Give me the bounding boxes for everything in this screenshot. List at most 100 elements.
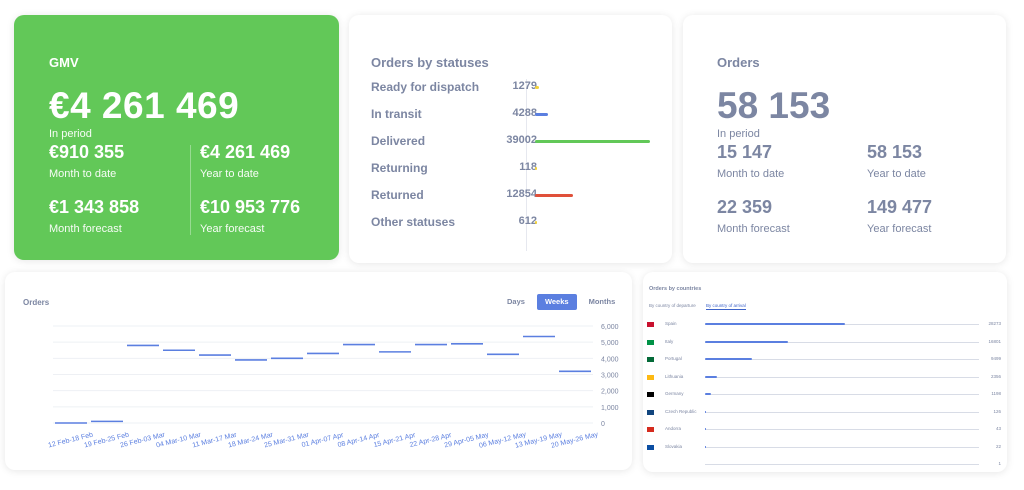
status-count: 612 (518, 215, 537, 227)
country-row: Andorra 43 (647, 424, 1001, 438)
country-row: Germany 1198 (647, 389, 1001, 403)
country-name: Andorra (665, 426, 682, 431)
status-bar (535, 113, 548, 116)
orders-month-forecast: 22 359 (717, 197, 773, 217)
gmv-year-forecast-label: Year forecast (200, 223, 265, 235)
orders-title: Orders (717, 55, 760, 70)
country-track (705, 411, 979, 413)
gmv-month-to-date: €910 355 (49, 142, 125, 162)
orders-card: Orders 58 153 In period 15 147 Month to … (683, 15, 1006, 263)
country-count: 16801 (988, 338, 1001, 344)
country-row: Portugal 9499 (647, 354, 1001, 368)
status-label: Returned (371, 188, 424, 202)
y-tick-label: 4,000 (601, 356, 619, 363)
country-bar (705, 375, 717, 378)
tab-country-of-departure[interactable]: By country of departure (649, 303, 696, 308)
country-bar (705, 323, 845, 325)
country-row: Czech Republic 126 (647, 407, 1001, 421)
country-bar (705, 410, 706, 413)
orders-month-to-date-label: Month to date (717, 168, 785, 180)
gmv-month-to-date-label: Month to date (49, 168, 117, 180)
flag-icon (647, 462, 654, 467)
status-count: 4288 (512, 107, 537, 119)
flag-icon (647, 374, 654, 380)
gmv-month-forecast-label: Month forecast (49, 223, 122, 235)
country-bar (705, 393, 711, 395)
tab-country-of-arrival[interactable]: By country of arrival (706, 303, 746, 310)
country-name: Germany (665, 391, 684, 396)
status-row: Returned 12854 (371, 188, 661, 204)
orders-chart-card: Orders Days Weeks Months 0 1,000 2,000 3,00… (5, 272, 632, 470)
country-count: 2356 (990, 373, 1001, 379)
status-count: 12854 (506, 188, 537, 200)
status-row: In transit 4288 (371, 107, 661, 123)
country-row: Spain 28273 (647, 319, 1001, 333)
flag-icon (647, 392, 654, 397)
y-tick-label: 2,000 (601, 389, 619, 396)
gmv-total-label: In period (49, 128, 92, 140)
country-count: 28273 (988, 321, 1001, 326)
flag-icon (647, 322, 654, 327)
status-row: Ready for dispatch 1279 (371, 80, 661, 96)
flag-icon (647, 444, 654, 450)
status-label: Returning (371, 161, 428, 175)
orders-by-statuses-card: Orders by statuses Ready for dispatch 127… (349, 15, 672, 263)
country-track (705, 464, 979, 465)
flag-icon (647, 427, 654, 432)
country-count: 1198 (991, 391, 1001, 396)
orders-year-forecast: 149 477 (867, 197, 933, 217)
country-row: 1 (647, 459, 1001, 473)
tab-weeks[interactable]: Weeks (536, 294, 577, 310)
gmv-month-forecast: €1 343 858 (49, 197, 140, 217)
orders-year-to-date: 58 153 (867, 142, 923, 162)
country-row: Slovakia 22 (647, 442, 1001, 456)
country-track (705, 359, 979, 360)
y-tick-label: 6,000 (601, 324, 619, 331)
status-count: 1279 (512, 80, 537, 92)
status-bar (535, 140, 650, 143)
status-count: 39002 (506, 134, 537, 146)
gmv-title: GMV (49, 55, 79, 70)
orders-month-to-date: 15 147 (717, 142, 773, 162)
country-name: Lithuania (665, 373, 684, 379)
country-track (705, 376, 979, 378)
gmv-card: GMV €4 261 469 In period €910 355 Month … (14, 15, 339, 260)
status-row: Other statuses 612 (371, 215, 661, 231)
country-count: 22 (995, 443, 1001, 449)
y-tick-label: 0 (601, 421, 605, 428)
y-tick-label: 3,000 (601, 373, 619, 380)
status-count: 118 (519, 161, 537, 173)
status-bar (535, 194, 573, 197)
country-bar (705, 358, 753, 360)
countries-title: Orders by countries (649, 286, 702, 292)
orders-total: 58 153 (717, 85, 831, 126)
status-label: Ready for dispatch (371, 80, 480, 94)
country-row: Lithuania 2356 (647, 372, 1001, 386)
status-bar (535, 167, 537, 170)
tab-days[interactable]: Days (507, 297, 525, 306)
status-label: In transit (371, 107, 422, 121)
y-tick-label: 1,000 (601, 405, 619, 412)
gmv-year-to-date: €4 261 469 (200, 142, 291, 162)
country-count: 9499 (990, 356, 1001, 361)
status-label: Delivered (371, 134, 426, 148)
orders-year-to-date-label: Year to date (867, 168, 926, 180)
country-count: 1 (998, 461, 1001, 466)
flag-icon (647, 339, 654, 345)
y-tick-label: 5,000 (601, 340, 619, 347)
tab-months[interactable]: Months (588, 297, 616, 306)
country-name: Slovakia (665, 443, 683, 449)
country-track (705, 446, 979, 448)
country-track (705, 394, 979, 395)
country-name: Spain (665, 321, 677, 326)
period-tabs: Days Weeks Months (499, 294, 623, 310)
country-row: Italy 16801 (647, 337, 1001, 351)
status-bar (535, 86, 539, 89)
gmv-divider (190, 145, 191, 235)
status-label: Other statuses (371, 215, 456, 229)
statuses-divider (526, 79, 527, 251)
gmv-total: €4 261 469 (49, 85, 240, 126)
country-track (705, 429, 979, 430)
orders-by-countries-card: Orders by countries By country of depart… (643, 272, 1007, 472)
